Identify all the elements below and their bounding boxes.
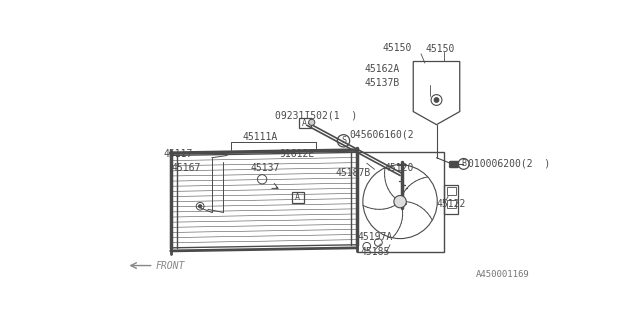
Text: A450001169: A450001169 bbox=[476, 270, 529, 279]
Bar bbox=[298, 118, 311, 129]
Text: 09231I502(1  ): 09231I502(1 ) bbox=[275, 110, 358, 120]
Text: 45150: 45150 bbox=[426, 44, 455, 54]
Circle shape bbox=[198, 205, 202, 208]
Text: 45137B: 45137B bbox=[364, 78, 399, 88]
Circle shape bbox=[308, 119, 315, 125]
Circle shape bbox=[434, 98, 439, 102]
Text: 45197A: 45197A bbox=[358, 232, 393, 242]
Bar bbox=[358, 152, 444, 252]
Text: 010006200(2  ): 010006200(2 ) bbox=[467, 159, 550, 169]
Text: 45185: 45185 bbox=[360, 247, 390, 258]
Text: 45162A: 45162A bbox=[364, 64, 399, 74]
Circle shape bbox=[394, 196, 406, 208]
Bar bbox=[447, 200, 456, 208]
Bar bbox=[444, 185, 458, 214]
Bar bbox=[447, 187, 456, 195]
Text: B: B bbox=[461, 159, 466, 168]
Text: 45150: 45150 bbox=[382, 44, 412, 53]
Text: S: S bbox=[341, 136, 346, 145]
Text: 45111A: 45111A bbox=[242, 132, 277, 142]
Bar bbox=[292, 192, 304, 203]
Text: 45137: 45137 bbox=[250, 163, 280, 173]
Text: 45187B: 45187B bbox=[336, 168, 371, 178]
Text: A: A bbox=[302, 119, 307, 128]
Text: 45122: 45122 bbox=[436, 199, 466, 209]
Text: 45167: 45167 bbox=[172, 163, 201, 173]
Text: 91612E: 91612E bbox=[279, 149, 314, 159]
Text: 45117: 45117 bbox=[164, 149, 193, 159]
Text: FRONT: FRONT bbox=[155, 260, 184, 270]
Text: 045606160(2: 045606160(2 bbox=[349, 130, 413, 140]
Text: 45120: 45120 bbox=[385, 163, 414, 173]
Text: A: A bbox=[295, 193, 300, 202]
